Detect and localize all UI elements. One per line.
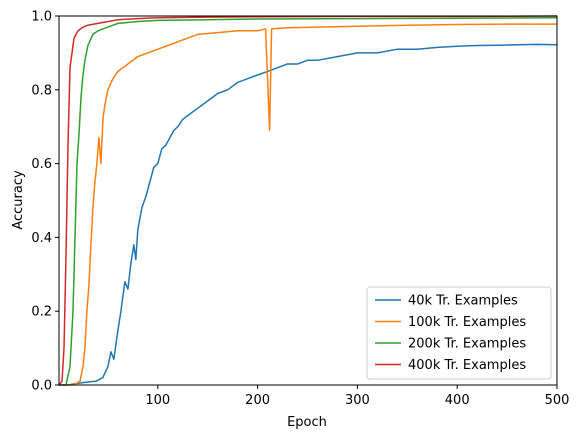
x-tick-label-0: 100 <box>145 393 170 408</box>
y-tick-label-2: 0.4 <box>31 231 52 246</box>
plot-lines <box>58 15 558 386</box>
series-line-2 <box>59 17 558 386</box>
series-line-1 <box>59 23 557 386</box>
plot-frame <box>58 15 558 386</box>
legend-label-2: 200k Tr. Examples <box>408 337 526 352</box>
x-axis-label: Epoch <box>287 415 327 430</box>
x-tick-label-3: 400 <box>445 393 470 408</box>
axes: 100 200 300 400 500 0.0 0.2 0.4 0.6 0.8 1.0 <box>31 10 569 409</box>
y-tick-label-1: 0.2 <box>31 305 52 320</box>
series-line-0 <box>59 43 558 386</box>
series-line-3 <box>58 15 558 386</box>
x-tick-label-1: 200 <box>245 393 270 408</box>
y-axis-label: Accuracy <box>11 170 26 230</box>
legend: 40k Tr. Examples 100k Tr. Examples 200k Tr… <box>366 286 552 380</box>
x-tick-label-4: 500 <box>545 393 570 408</box>
legend-label-1: 100k Tr. Examples <box>408 315 526 330</box>
y-tick-label-4: 0.8 <box>31 83 52 98</box>
y-tick-label-0: 0.0 <box>31 379 52 394</box>
y-tick-label-3: 0.6 <box>31 157 52 172</box>
x-tick-label-2: 300 <box>345 393 370 408</box>
legend-label-3: 400k Tr. Examples <box>408 358 526 373</box>
y-tick-label-5: 1.0 <box>31 10 52 25</box>
legend-box <box>366 286 552 380</box>
legend-label-0: 40k Tr. Examples <box>408 294 518 309</box>
